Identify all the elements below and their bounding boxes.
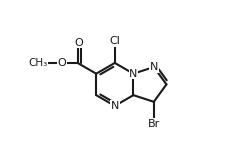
Text: N: N: [111, 101, 119, 111]
Text: Br: Br: [148, 119, 160, 129]
Text: N: N: [129, 69, 138, 79]
Text: CH₃: CH₃: [28, 58, 47, 68]
Text: Cl: Cl: [109, 36, 120, 46]
Text: N: N: [150, 62, 158, 72]
Text: O: O: [58, 58, 67, 68]
Text: O: O: [74, 37, 83, 48]
